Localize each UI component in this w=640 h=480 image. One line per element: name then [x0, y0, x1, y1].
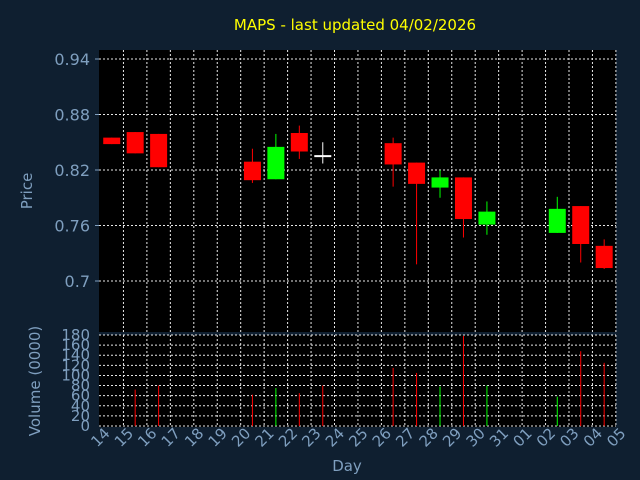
price-grid — [99, 50, 617, 332]
volume-tick-label: 100 — [61, 366, 90, 384]
volume-tick-label: 60 — [71, 387, 90, 405]
price-panel: 0.94 0.88 0.82 0.76 0.7 Price — [18, 50, 617, 332]
volume-tick-label: 140 — [61, 346, 90, 364]
candlesticks — [103, 125, 613, 269]
candle-body — [126, 132, 144, 154]
volume-tick-label: 0 — [80, 417, 90, 435]
candle-body — [290, 133, 308, 152]
price-y-ticks: 0.94 0.88 0.82 0.76 0.7 — [54, 50, 99, 291]
x-axis-label: Day — [332, 457, 362, 475]
price-tick-label: 0.94 — [54, 50, 90, 69]
candle-body — [431, 177, 449, 188]
volume-tick-label: 80 — [71, 377, 90, 395]
candle-body — [150, 133, 168, 168]
volume-tick-label: 40 — [71, 397, 90, 415]
volume-tick-label: 120 — [61, 356, 90, 374]
chart-title: MAPS - last updated 04/02/2026 — [234, 16, 476, 34]
x-axis-ticks: 1415161718192021222324252627282930310102… — [87, 424, 629, 450]
price-axis-label: Price — [18, 173, 36, 210]
volume-bars — [134, 336, 605, 426]
candle-body — [595, 245, 613, 269]
candle-body — [478, 211, 496, 225]
volume-tick-label: 20 — [71, 407, 90, 425]
candle-body — [572, 206, 590, 244]
price-tick-label: 0.76 — [54, 217, 90, 236]
volume-tick-label: 180 — [61, 326, 90, 344]
price-tick-label: 0.7 — [65, 272, 90, 291]
candle-body — [267, 146, 285, 180]
volume-grid — [99, 334, 617, 427]
candle-body — [243, 161, 261, 181]
volume-tick-label: 160 — [61, 336, 90, 354]
volume-axis-label: Volume (0000) — [26, 326, 44, 436]
candle-body — [384, 143, 402, 165]
candle-body — [408, 162, 426, 184]
candle-body — [548, 208, 566, 233]
candle-body — [103, 137, 121, 145]
candle-body — [454, 177, 472, 220]
price-tick-label: 0.82 — [54, 161, 90, 180]
price-tick-label: 0.88 — [54, 106, 90, 125]
